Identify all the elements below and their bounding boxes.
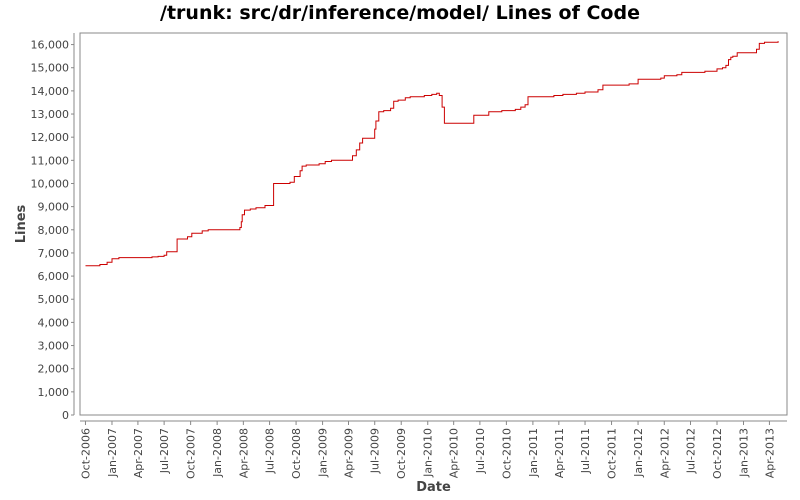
- y-tick-label: 6,000: [38, 270, 70, 283]
- y-tick-label: 7,000: [38, 247, 70, 260]
- x-tick-label: Jul-2010: [474, 428, 487, 474]
- x-tick-label: Oct-2006: [79, 428, 92, 479]
- x-tick-label: Oct-2008: [290, 428, 303, 479]
- x-tick-label: Jul-2009: [369, 428, 382, 474]
- x-tick-label: Apr-2008: [237, 428, 250, 478]
- y-tick-label: 8,000: [38, 224, 70, 237]
- y-tick-label: 4,000: [38, 316, 70, 329]
- x-tick-label: Jan-2009: [317, 428, 330, 478]
- x-tick-label: Oct-2009: [395, 428, 408, 479]
- x-tick-label: Apr-2007: [132, 428, 145, 478]
- x-tick-label: Oct-2011: [606, 428, 619, 479]
- x-tick-label: Jan-2012: [632, 428, 645, 478]
- y-tick-label: 15,000: [31, 62, 70, 75]
- x-tick-label: Apr-2009: [343, 428, 356, 478]
- plot-area: [79, 32, 788, 416]
- x-tick-label: Apr-2013: [763, 428, 776, 478]
- y-tick-label: 11,000: [31, 154, 70, 167]
- x-tick-label: Jul-2011: [579, 428, 592, 474]
- x-tick-label: Jan-2010: [422, 428, 435, 478]
- y-tick-label: 1,000: [38, 386, 70, 399]
- y-tick-label: 9,000: [38, 201, 70, 214]
- x-tick-label: Apr-2011: [553, 428, 566, 478]
- y-tick-label: 16,000: [31, 39, 70, 52]
- x-tick-label: Jan-2013: [737, 428, 750, 478]
- x-axis-title: Date: [416, 480, 451, 495]
- series-line: [85, 41, 779, 267]
- chart-title: /trunk: src/dr/inference/model/ Lines of…: [160, 2, 640, 24]
- x-tick-label: Oct-2007: [185, 428, 198, 479]
- y-axis-title: Lines: [14, 204, 29, 243]
- x-axis: Oct-2006 Jan-2007 Apr-2007 Jul-2007 Oct-2007…: [79, 420, 787, 479]
- x-tick-label: Jan-2008: [211, 428, 224, 478]
- y-tick-label: 12,000: [31, 131, 70, 144]
- x-tick-label: Jul-2012: [684, 428, 697, 474]
- y-axis: 0 1,000 2,000 3,000 4,000 5,000 6,000 7,000 8,00…: [31, 33, 75, 422]
- y-tick-label: 14,000: [31, 85, 70, 98]
- x-tick-label: Jan-2007: [106, 428, 119, 478]
- x-tick-label: Jan-2011: [527, 428, 540, 478]
- x-tick-label: Jul-2008: [264, 428, 277, 474]
- series-layer: [85, 41, 779, 267]
- x-tick-label: Apr-2010: [448, 428, 461, 478]
- y-tick-label: 3,000: [38, 340, 70, 353]
- y-tick-label: 0: [62, 409, 69, 422]
- x-tick-label: Apr-2012: [658, 428, 671, 478]
- y-tick-label: 13,000: [31, 108, 70, 121]
- x-tick-label: Jul-2007: [158, 428, 171, 474]
- y-tick-label: 2,000: [38, 363, 70, 376]
- y-tick-label: 10,000: [31, 177, 70, 190]
- y-tick-label: 5,000: [38, 293, 70, 306]
- x-tick-label: Oct-2010: [500, 428, 513, 479]
- x-tick-label: Oct-2012: [711, 428, 724, 479]
